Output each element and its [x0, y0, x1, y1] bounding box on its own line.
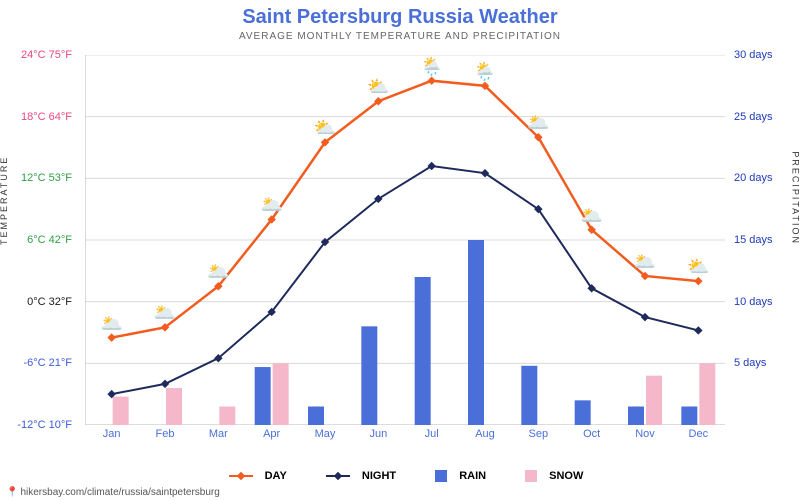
weather-icon: ⛅ [367, 77, 389, 98]
weather-icon: 🌥️ [527, 113, 549, 134]
weather-icon: 🌥️ [260, 195, 282, 216]
y-axis-left-label: TEMPERATURE [0, 156, 9, 245]
weather-icon: 🌥️ [154, 303, 176, 324]
legend-rain: RAIN [423, 470, 486, 482]
legend-day: DAY [217, 470, 287, 482]
weather-icon: ⛅ [314, 118, 336, 139]
weather-icon: 🌥️ [580, 205, 602, 226]
y-axis-left: -12°C 10°F-6°C 21°F0°C 32°F6°C 42°F12°C … [0, 55, 80, 425]
y-axis-right: 5 days10 days15 days20 days25 days30 day… [730, 55, 790, 425]
weather-icon: 🌦️ [420, 56, 442, 77]
chart-plot: 🌥️ 🌥️ 🌥️ 🌥️ ⛅ ⛅ 🌦️ 🌦️ 🌥️ 🌥️ 🌥️ ⛅ [85, 55, 725, 425]
weather-icon: 🌥️ [100, 313, 122, 334]
weather-icon: 🌥️ [634, 251, 656, 272]
chart-svg [85, 55, 725, 425]
chart-subtitle: AVERAGE MONTHLY TEMPERATURE AND PRECIPIT… [0, 31, 800, 50]
weather-icon: ⛅ [687, 257, 709, 278]
footer: 📍hikersbay.com/climate/russia/saintpeter… [6, 487, 220, 498]
weather-icon: 🌥️ [207, 262, 229, 283]
legend-night: NIGHT [314, 470, 396, 482]
y-axis-right-label: PRECIPITATION [791, 151, 800, 245]
weather-icon: 🌦️ [474, 61, 496, 82]
legend: DAY NIGHT RAIN SNOW [0, 470, 800, 482]
legend-snow: SNOW [513, 470, 583, 482]
chart-title: Saint Petersburg Russia Weather [0, 0, 800, 31]
x-axis: JanFebMarAprMayJunJulAugSepOctNovDec [85, 428, 725, 444]
map-pin-icon: 📍 [6, 487, 18, 498]
